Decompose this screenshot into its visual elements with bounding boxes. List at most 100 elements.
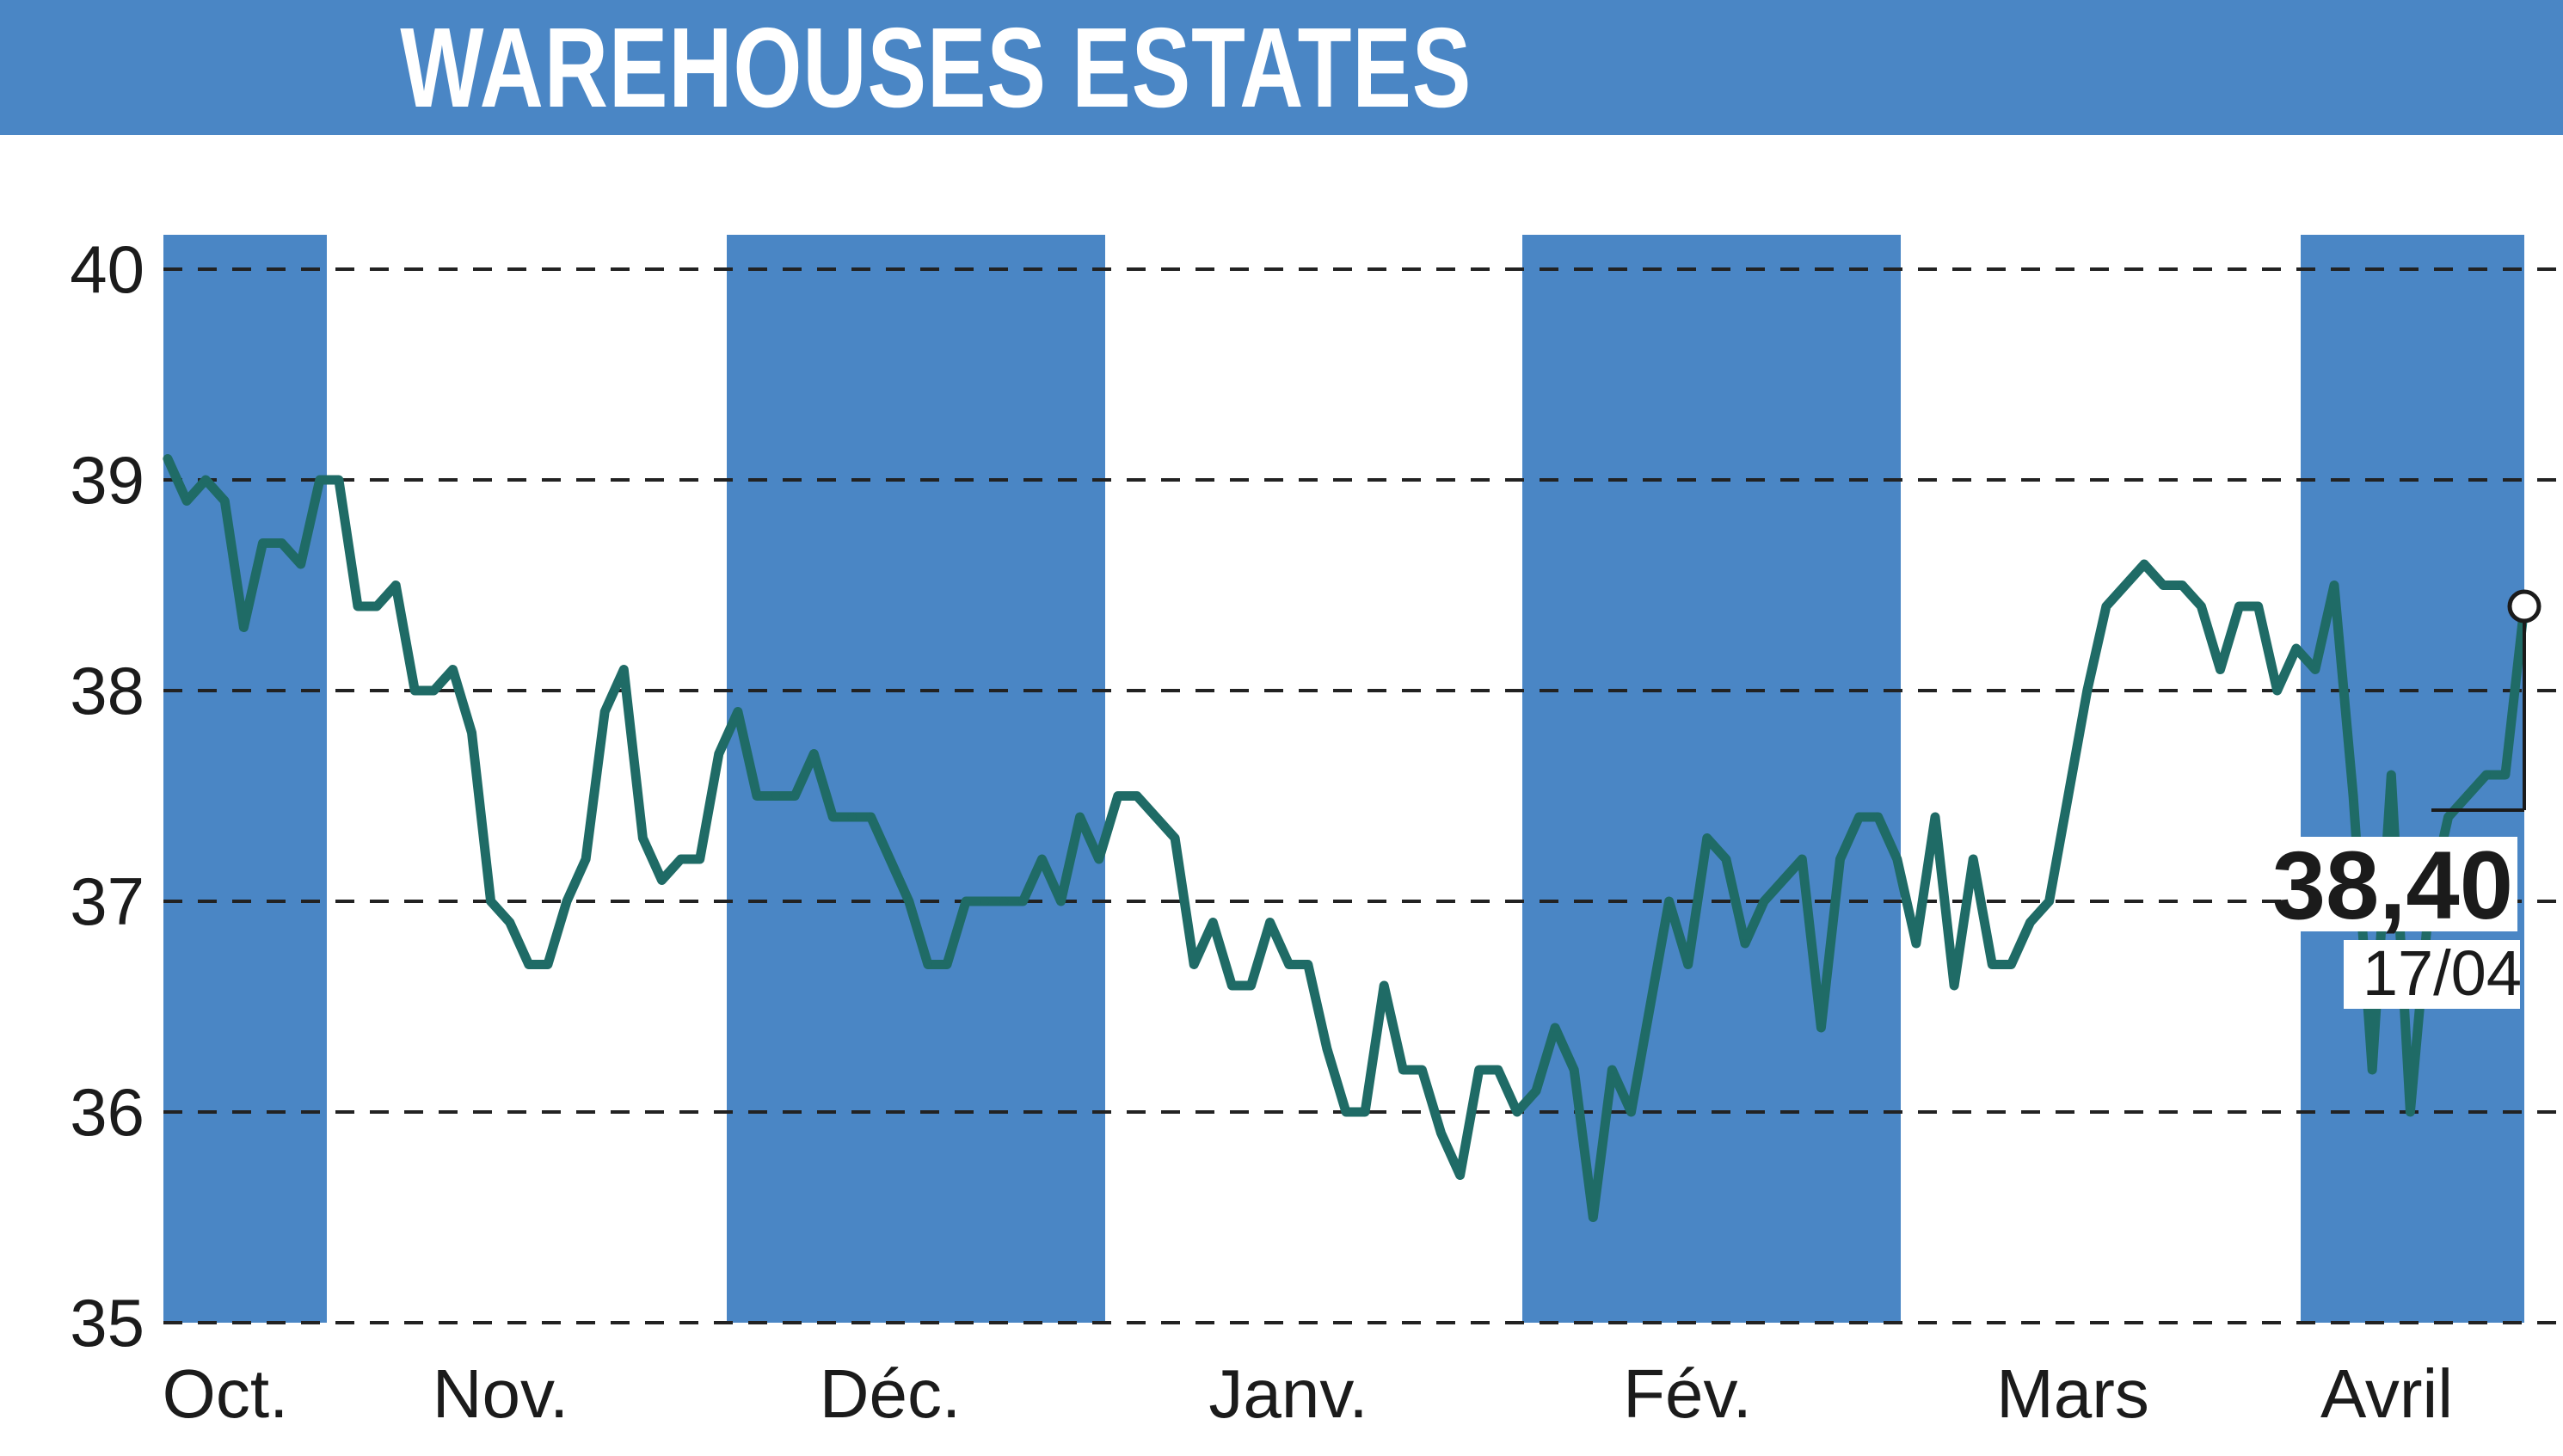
x-tick-label: Mars [1996, 1355, 2149, 1432]
y-tick-label: 38 [70, 653, 144, 728]
price-point [1760, 897, 1769, 906]
price-point [1094, 855, 1103, 863]
price-point [2443, 813, 2453, 821]
price-point [220, 496, 230, 506]
price-point [1075, 813, 1085, 821]
x-tick-label: Nov. [433, 1355, 569, 1432]
x-tick-label: Oct. [163, 1355, 289, 1432]
price-point [1721, 855, 1730, 863]
last-date-box [2344, 940, 2520, 1009]
price-point [2120, 581, 2130, 590]
price-points [163, 454, 2529, 1222]
price-point [543, 960, 552, 969]
price-point [353, 602, 362, 611]
price-point [733, 707, 742, 716]
price-point [1018, 897, 1028, 906]
month-band [1522, 235, 1901, 1323]
price-point [1988, 960, 1997, 969]
y-tick-label: 35 [70, 1285, 144, 1361]
last-value-callout: 38,40 17/04 [2272, 589, 2541, 1009]
price-point [2140, 560, 2149, 568]
price-line [163, 454, 2529, 1222]
price-point [1835, 855, 1845, 863]
price-point [1779, 875, 1788, 885]
price-point [2007, 960, 2016, 969]
price-point [1361, 1108, 1370, 1116]
price-point [2330, 581, 2339, 590]
price-point [847, 813, 857, 821]
price-point [1702, 833, 1712, 843]
price-point [2044, 897, 2054, 906]
price-point [1683, 960, 1693, 969]
price-point [1265, 918, 1275, 927]
price-point [467, 728, 476, 737]
price-point [1398, 1066, 1408, 1074]
price-point [201, 476, 211, 484]
price-point [828, 813, 838, 821]
price-point [2082, 686, 2092, 695]
price-point [999, 897, 1009, 906]
price-point [1246, 981, 1256, 990]
price-point [1171, 833, 1180, 843]
month-bands [163, 235, 2524, 1323]
y-axis-ticks: 35 36 37 38 39 40 [70, 231, 144, 1361]
price-point [790, 791, 800, 801]
price-point [1570, 1066, 1579, 1074]
price-point [1322, 1044, 1331, 1054]
price-point [1056, 897, 1066, 906]
price-point [904, 897, 913, 906]
price-point [486, 897, 495, 906]
last-date-label: 17/04 [2363, 937, 2522, 1009]
x-tick-label: Fév. [1623, 1355, 1752, 1432]
price-point [277, 538, 286, 548]
price-point [562, 897, 572, 906]
y-tick-label: 36 [70, 1074, 144, 1150]
x-axis-ticks: Oct. Nov. Déc. Janv. Fév. Mars Avril [163, 1355, 2453, 1432]
price-point [1551, 1023, 1560, 1032]
price-point [1911, 939, 1921, 948]
price-point [2481, 771, 2491, 779]
price-point [1342, 1108, 1350, 1116]
price-point [942, 960, 951, 969]
price-point [163, 454, 172, 464]
price-point [182, 496, 192, 506]
price-point [1892, 855, 1902, 863]
price-point [600, 707, 610, 716]
price-point [866, 813, 876, 821]
price-point [1873, 813, 1883, 821]
price-point [391, 581, 401, 590]
price-point [1589, 1213, 1598, 1222]
price-point [771, 791, 781, 801]
price-point [753, 791, 761, 801]
price-point [2462, 791, 2472, 801]
price-point [581, 855, 591, 863]
price-point [2500, 771, 2510, 779]
price-point [1531, 1086, 1540, 1096]
price-point [448, 665, 458, 674]
price-point [885, 855, 894, 863]
price-point [2063, 791, 2073, 801]
price-point [1607, 1066, 1617, 1074]
month-band [727, 235, 1105, 1323]
price-point [1113, 791, 1122, 801]
price-point [372, 602, 382, 611]
price-point [1626, 1108, 1636, 1116]
price-point [2197, 602, 2206, 611]
price-point [980, 897, 990, 906]
price-point [2025, 918, 2035, 927]
price-point [258, 538, 267, 548]
price-point [239, 623, 249, 632]
price-point [1854, 813, 1864, 821]
price-point [1969, 855, 1978, 863]
price-point [2291, 644, 2301, 653]
price-point [2349, 791, 2358, 801]
price-point [505, 918, 514, 927]
last-value-box [2281, 837, 2517, 931]
price-point [1798, 855, 1807, 863]
price-point [714, 749, 723, 759]
chart-title: WAREHOUSES ESTATES [400, 4, 1472, 131]
price-point [1493, 1066, 1503, 1074]
price-point [1152, 813, 1161, 821]
y-tick-label: 39 [70, 442, 144, 518]
price-point [695, 855, 704, 863]
